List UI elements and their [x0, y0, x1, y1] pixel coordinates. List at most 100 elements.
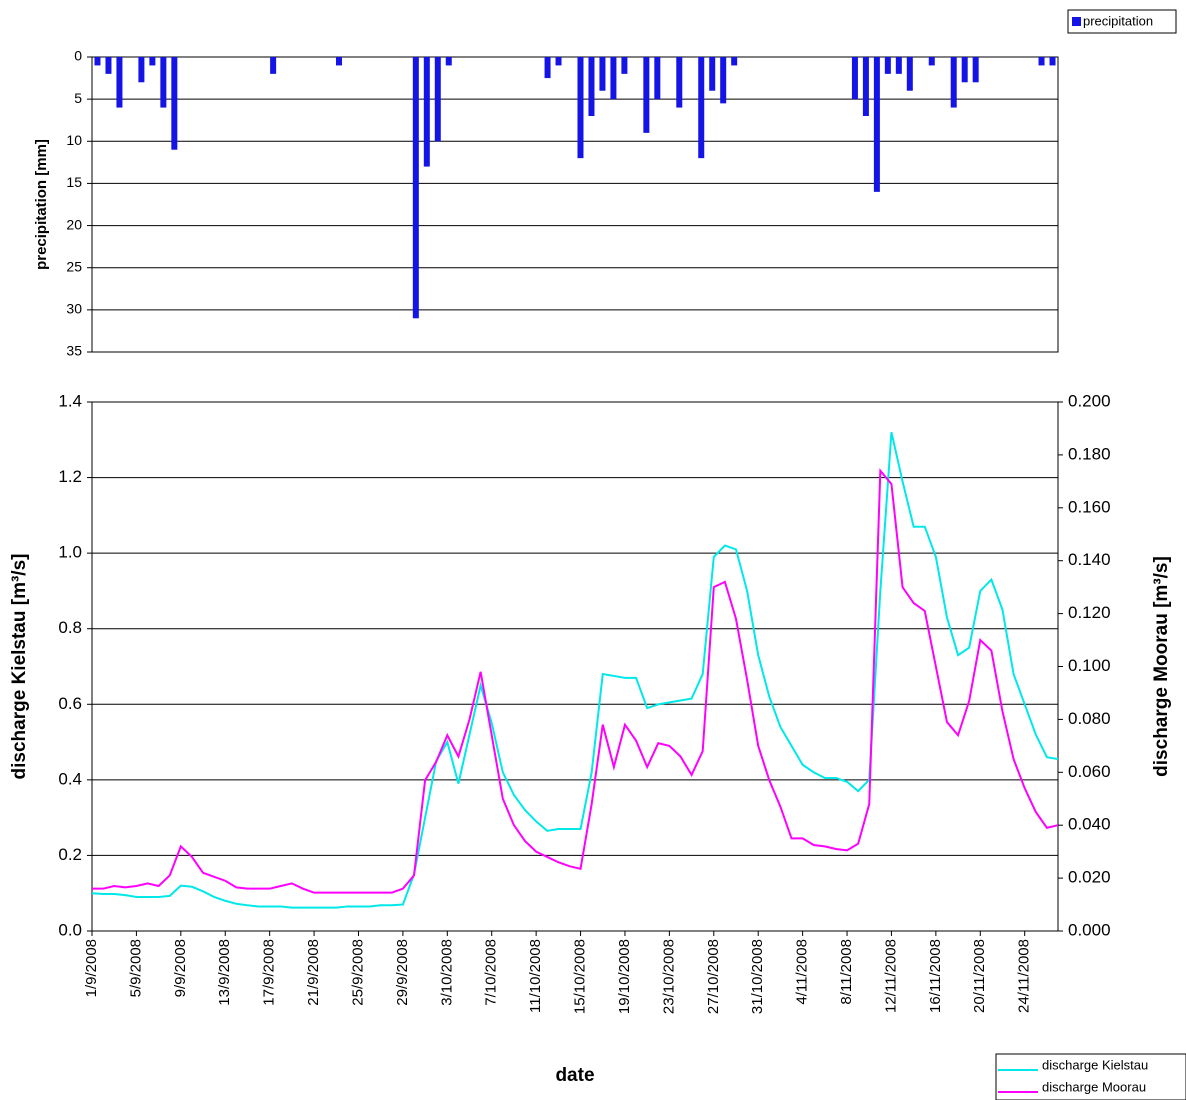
x-tick-label: 21/9/2008: [305, 939, 322, 1006]
x-tick-label: 3/10/2008: [438, 939, 455, 1006]
bar: [445, 57, 452, 66]
bar: [1049, 57, 1056, 66]
y-tick-label: 0.040: [1068, 815, 1111, 834]
x-tick-label: 11/10/2008: [527, 939, 544, 1013]
x-tick-label: 7/10/2008: [483, 939, 500, 1006]
y-tick-label: 0.6: [58, 694, 82, 713]
bar: [731, 57, 738, 66]
x-tick-label: 8/11/2008: [838, 939, 855, 1005]
bar: [423, 57, 430, 167]
x-tick-label: 12/11/2008: [882, 939, 899, 1013]
legend-swatch: [1072, 17, 1081, 26]
line-series: [92, 468, 1059, 894]
y-tick-label: 0.2: [58, 845, 82, 864]
y-tick-label: 25: [66, 258, 82, 274]
x-tick-label: 9/9/2008: [172, 939, 189, 997]
y-tick-label: 1.0: [58, 543, 82, 562]
bar: [851, 57, 858, 100]
bar: [972, 57, 979, 83]
plot-frame: [91, 401, 1059, 932]
bar: [720, 57, 727, 104]
bar: [555, 57, 562, 66]
y-tick-label: 0.100: [1068, 656, 1111, 675]
bar: [928, 57, 935, 66]
bar: [171, 57, 178, 150]
y-tick-label: 0.4: [58, 769, 82, 788]
bar: [105, 57, 112, 74]
x-tick-label: 31/10/2008: [749, 939, 766, 1014]
y-tick-label: 0.160: [1068, 497, 1111, 516]
bar: [610, 57, 617, 100]
x-tick-label: 17/9/2008: [261, 939, 278, 1006]
x-axis-title: date: [555, 1065, 594, 1086]
plot-frame: [91, 56, 1059, 353]
x-tick-label: 19/10/2008: [616, 939, 633, 1014]
y-tick-label: 0.140: [1068, 550, 1111, 569]
bar: [149, 57, 156, 66]
y-tick-label: 0.180: [1068, 444, 1111, 463]
y-tick-label: 0.060: [1068, 762, 1111, 781]
bar: [1038, 57, 1045, 66]
y-tick-label: 35: [66, 343, 82, 359]
bar: [862, 57, 869, 116]
bar: [884, 57, 891, 74]
y2-axis-title: discharge Moorau [m³/s]: [1151, 556, 1172, 777]
x-tick-label: 24/11/2008: [1016, 939, 1033, 1013]
bar: [270, 57, 277, 74]
x-tick-label: 13/9/2008: [216, 939, 233, 1006]
bar: [138, 57, 145, 83]
legend-label: precipitation: [1083, 13, 1153, 28]
x-tick-label: 27/10/2008: [705, 939, 722, 1014]
line-series: [91, 432, 1059, 909]
legend-label: discharge Moorau: [1042, 1079, 1146, 1094]
y-tick-label: 0.200: [1068, 391, 1111, 410]
bar: [961, 57, 968, 83]
y-tick-label: 0: [74, 48, 82, 64]
bar: [434, 57, 441, 142]
bar: [94, 57, 101, 66]
bar: [577, 57, 584, 159]
y-tick-label: 0.080: [1068, 709, 1111, 728]
bar: [643, 57, 650, 133]
bar: [709, 57, 716, 91]
y-tick-label: 20: [66, 216, 82, 232]
bar: [599, 57, 606, 91]
y-tick-label: 1.2: [58, 467, 82, 486]
y-axis-title: precipitation [mm]: [33, 139, 50, 270]
bar: [544, 57, 551, 79]
y-tick-label: 0.000: [1068, 920, 1111, 939]
x-tick-label: 25/9/2008: [349, 939, 366, 1006]
y-axis-title: discharge Kielstau [m³/s]: [9, 554, 30, 780]
y-tick-label: 0.120: [1068, 603, 1111, 622]
y-tick-label: 0.0: [58, 920, 82, 939]
bar: [335, 57, 342, 66]
bar: [621, 57, 628, 74]
y-tick-label: 5: [74, 90, 82, 106]
legend-box: [1067, 9, 1177, 34]
bar: [116, 57, 123, 108]
bar: [160, 57, 167, 108]
y-tick-label: 10: [66, 132, 82, 148]
x-tick-label: 4/11/2008: [794, 939, 811, 1005]
bar: [412, 57, 419, 319]
bar: [654, 57, 661, 100]
bar: [698, 57, 705, 159]
legend-label: discharge Kielstau: [1042, 1057, 1148, 1072]
x-tick-label: 29/9/2008: [394, 939, 411, 1006]
x-tick-label: 1/9/2008: [83, 939, 100, 997]
x-tick-label: 15/10/2008: [572, 939, 589, 1014]
y-tick-label: 30: [66, 301, 82, 317]
x-tick-label: 16/11/2008: [927, 939, 944, 1013]
bar: [676, 57, 683, 108]
y-tick-label: 0.020: [1068, 868, 1111, 887]
bar: [950, 57, 957, 108]
bar: [906, 57, 913, 91]
x-tick-label: 20/11/2008: [971, 939, 988, 1013]
x-tick-label: 5/9/2008: [127, 939, 144, 997]
y-tick-label: 1.4: [58, 391, 82, 410]
bar: [895, 57, 902, 74]
x-tick-label: 23/10/2008: [660, 939, 677, 1014]
bar: [873, 57, 880, 192]
y-tick-label: 15: [66, 174, 82, 190]
